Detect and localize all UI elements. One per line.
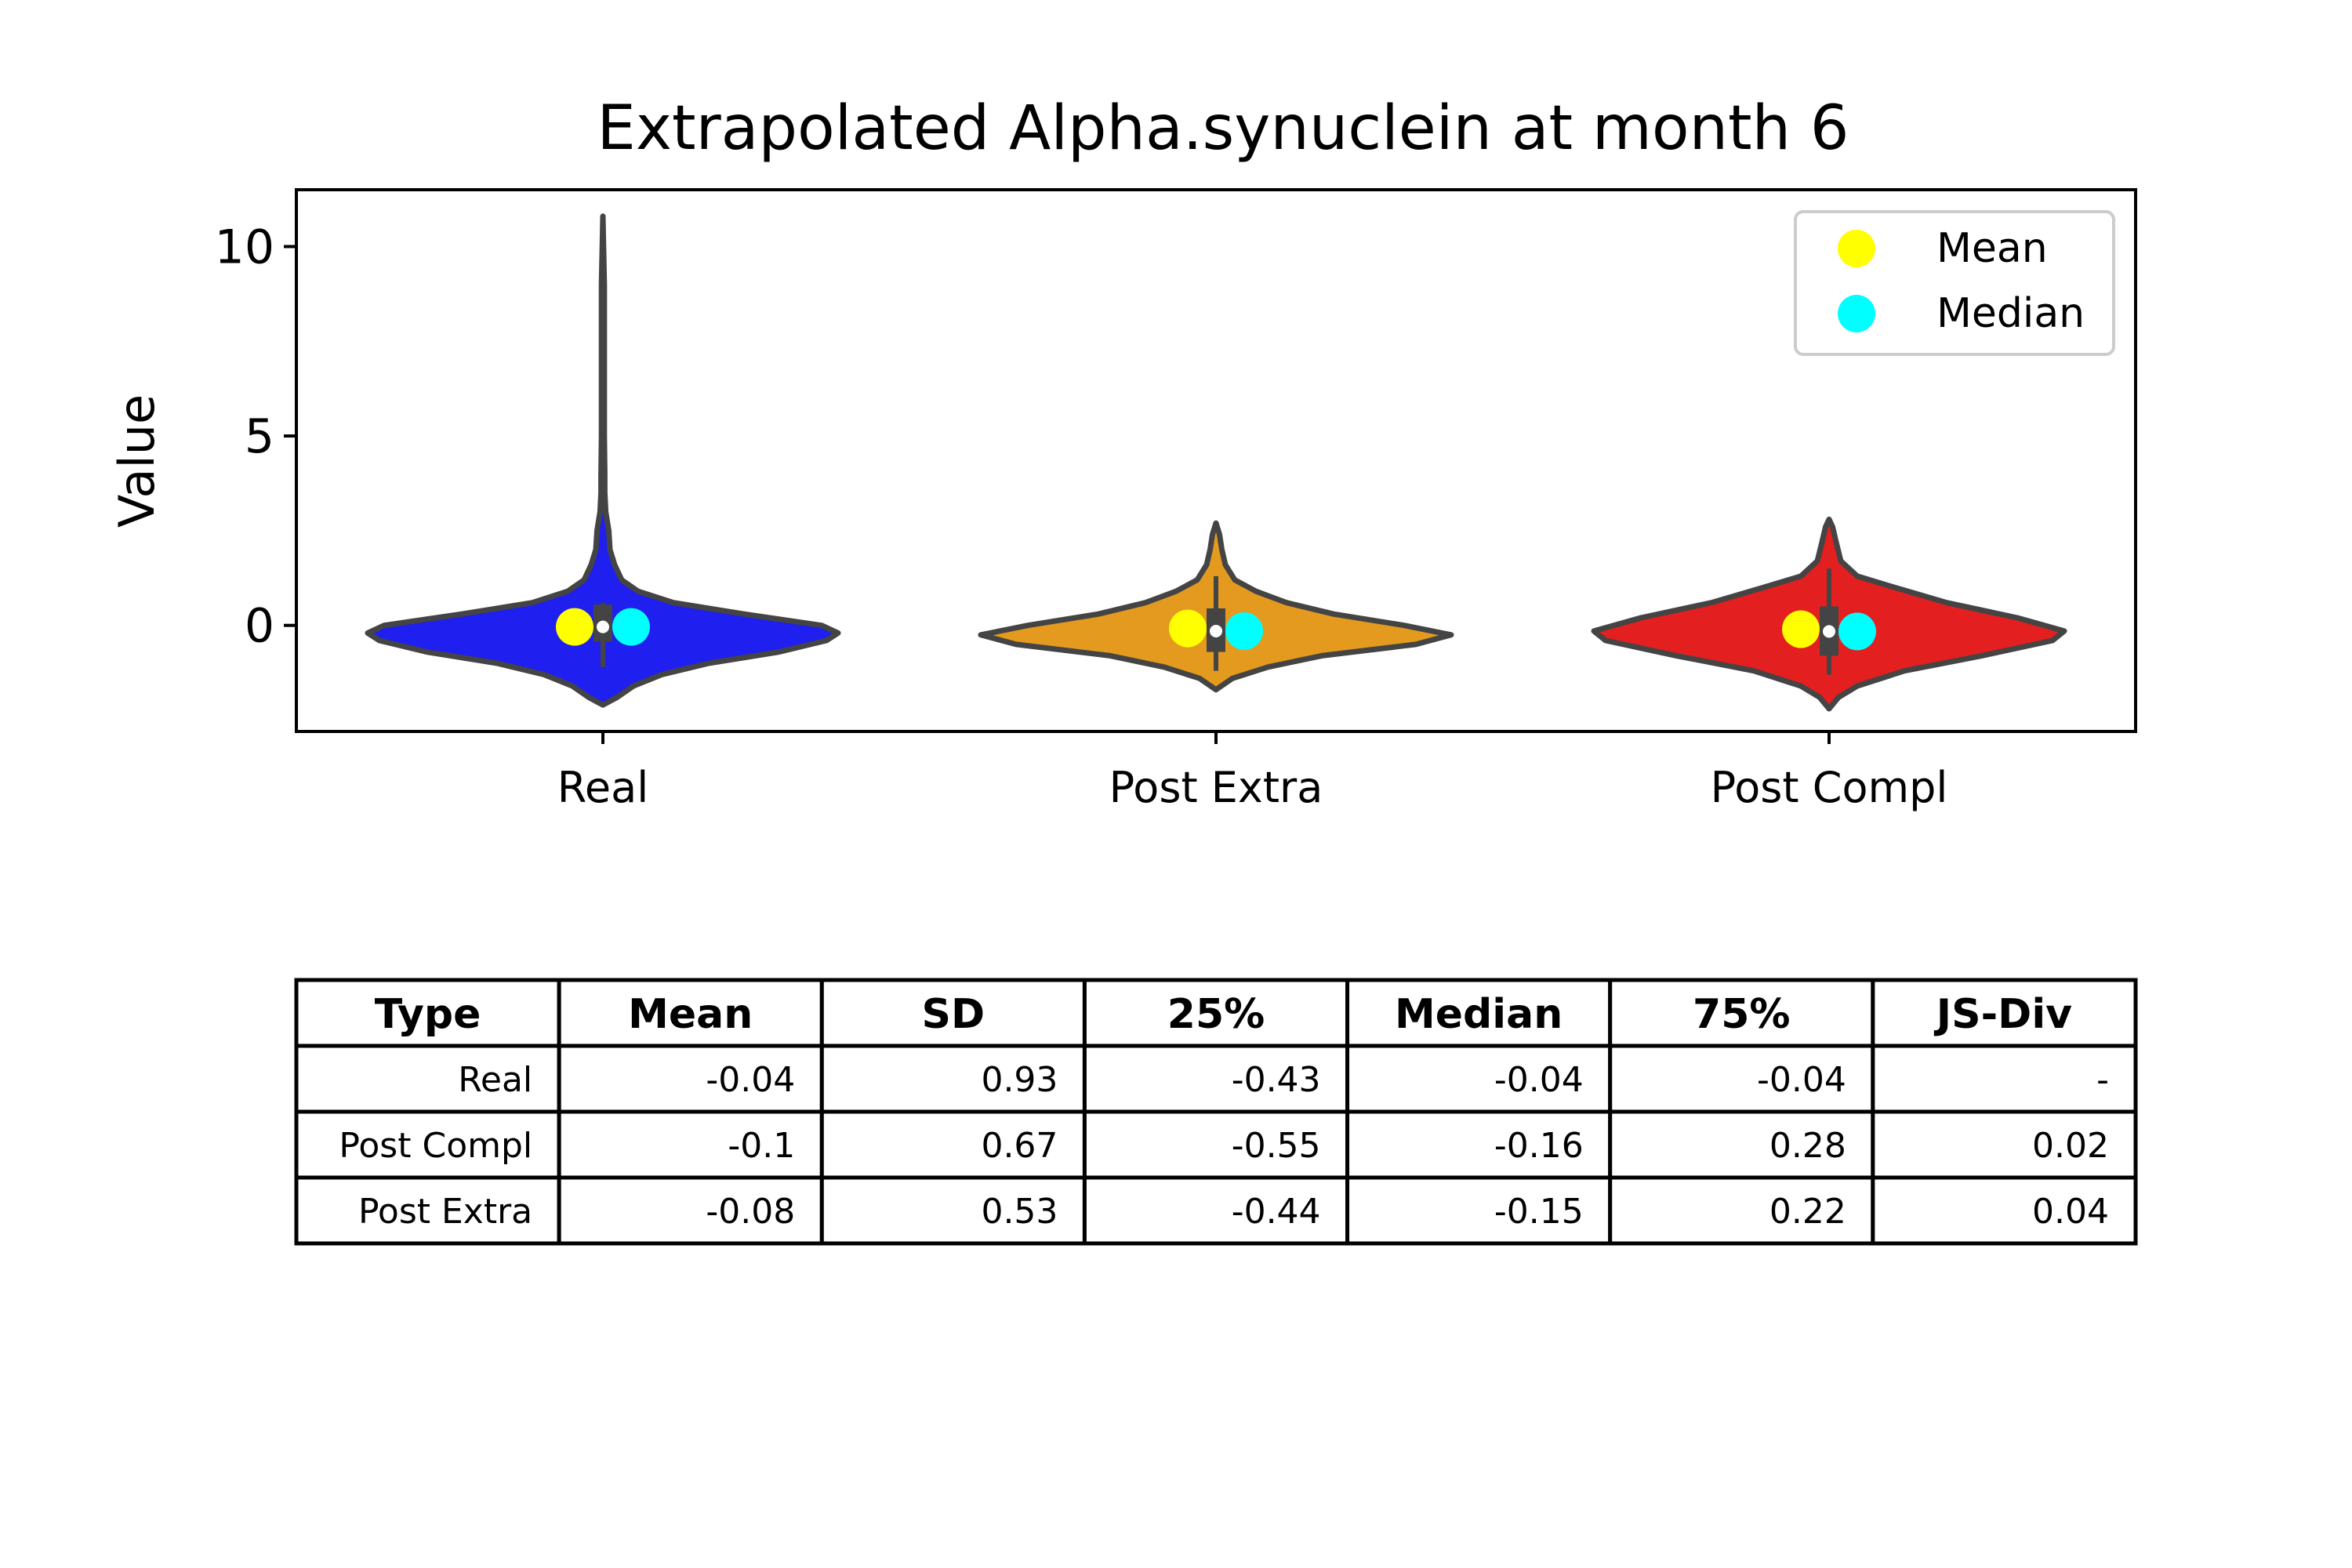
chart-title: Extrapolated Alpha.synuclein at month 6 [597, 93, 1849, 164]
table-cell [557, 1044, 824, 1114]
legend: Mean Median [1794, 210, 2115, 356]
violin-median-dot [597, 620, 609, 633]
table-header-cell [557, 978, 824, 1048]
violin-body [365, 213, 841, 708]
table-cell [1871, 1044, 2138, 1114]
violin-median-dot [1823, 625, 1835, 638]
table-cell-value: 0.04 [2032, 1192, 2109, 1232]
table-cell-value: 0.28 [1769, 1126, 1846, 1166]
table-cell-value: -0.08 [706, 1192, 795, 1232]
y-tick-label: 0 [245, 599, 274, 654]
table-cell-value: Post Compl [339, 1126, 532, 1166]
table-cell-value: - [2096, 1060, 2109, 1100]
violin-post-compl [1591, 516, 2067, 712]
table-cell-value: -0.04 [706, 1060, 795, 1100]
table-cell-value: 0.67 [981, 1126, 1058, 1166]
table-cell-value: -0.43 [1232, 1060, 1321, 1100]
table-header-label: SD [922, 991, 985, 1038]
mean-marker [1169, 609, 1207, 648]
violin-median-dot [1210, 624, 1222, 637]
y-axis-ticks: 0 5 10 [215, 220, 296, 654]
table-header-label: Median [1395, 991, 1563, 1038]
table-cell-value: -0.04 [1757, 1060, 1846, 1100]
median-marker [1838, 612, 1876, 651]
table-header-label: 25% [1167, 991, 1265, 1038]
table-cell-value: 0.53 [981, 1192, 1058, 1232]
mean-marker [556, 608, 593, 646]
violin-post-extra [978, 520, 1454, 693]
median-marker [612, 608, 650, 646]
table-header-cell [819, 978, 1087, 1048]
table-cell [1082, 1175, 1350, 1246]
table-header-cell [294, 978, 561, 1048]
table-cell-value: Real [458, 1060, 532, 1100]
table-cell [1608, 1175, 1875, 1246]
table-cell-value: -0.04 [1494, 1060, 1584, 1100]
table-cell-value: Post Extra [358, 1192, 532, 1232]
table-cell [1871, 1175, 2138, 1246]
legend-mean-marker [1838, 230, 1875, 267]
table-cell-value: -0.55 [1232, 1126, 1321, 1166]
legend-median-marker [1838, 295, 1875, 332]
table-cell-value: 0.93 [981, 1060, 1058, 1100]
table-header-cell [1345, 978, 1613, 1048]
table-cell [557, 1175, 824, 1246]
table-header-label: 75% [1693, 991, 1790, 1038]
table-cell-value: -0.1 [728, 1126, 795, 1166]
table-cell-value: -0.15 [1494, 1192, 1584, 1232]
violin-real [365, 213, 841, 708]
table-cell-value: 0.22 [1769, 1192, 1846, 1232]
legend-mean-label: Mean [1936, 225, 2048, 272]
table-cell [1345, 1044, 1613, 1114]
x-tick-label: Post Compl [1711, 763, 1948, 812]
legend-median-label: Median [1936, 290, 2085, 337]
table-header-label: Type [375, 991, 481, 1038]
violins-layer [365, 213, 2067, 712]
x-axis-ticks: Real Post Extra Post Compl [557, 731, 1948, 812]
table-cell [819, 1044, 1087, 1114]
x-tick-label: Post Extra [1109, 763, 1323, 812]
mean-marker [1782, 610, 1820, 648]
y-tick-label: 5 [245, 409, 274, 464]
y-axis-label: Value [108, 394, 165, 528]
table-cell-value: -0.16 [1494, 1126, 1584, 1166]
table-header-cell [1871, 978, 2138, 1048]
plot-frame [295, 188, 2137, 733]
table-cell-value: -0.44 [1232, 1192, 1321, 1232]
y-tick-label: 10 [215, 220, 274, 274]
table-cell-value: 0.02 [2032, 1126, 2109, 1166]
table-header-label: Mean [628, 991, 753, 1038]
table-header-label: JS-Div [1934, 991, 2072, 1038]
x-tick-label: Real [557, 763, 648, 812]
table-header-cell [1082, 978, 1350, 1048]
table-cell [1082, 1044, 1350, 1114]
median-marker [1225, 612, 1263, 650]
table-cell [557, 1109, 824, 1180]
